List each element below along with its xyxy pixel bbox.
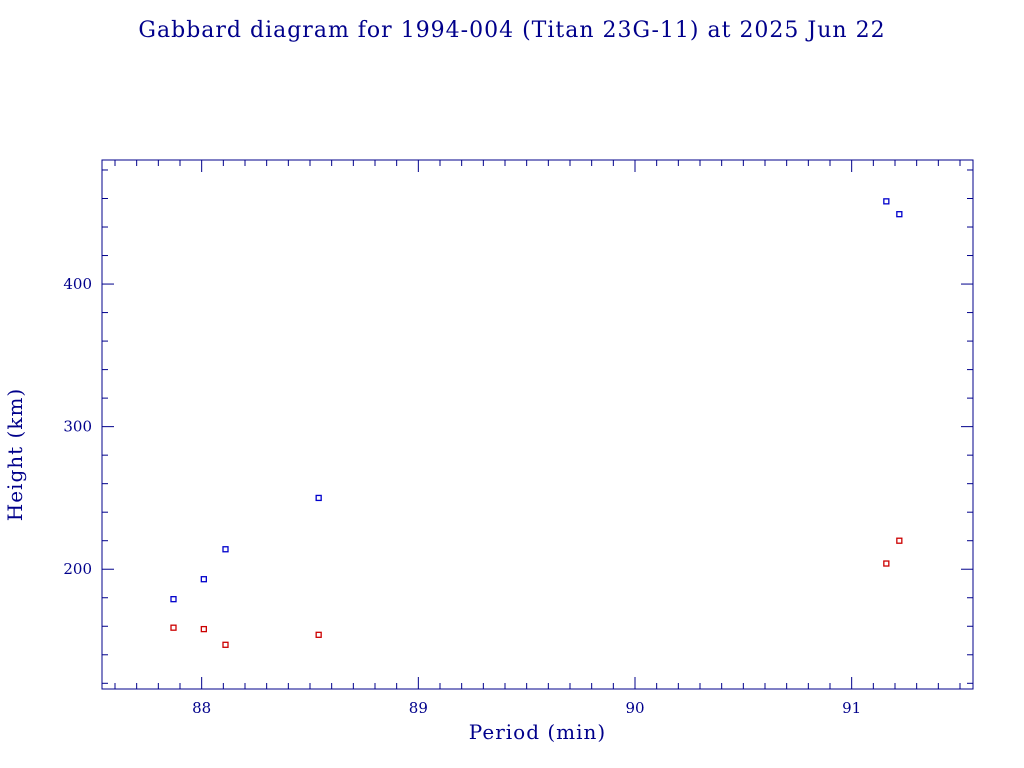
data-point bbox=[315, 494, 322, 502]
y-tick-label: 300 bbox=[63, 418, 92, 436]
axis-ticks bbox=[102, 160, 973, 689]
x-tick-label: 89 bbox=[409, 699, 428, 717]
data-point bbox=[883, 560, 890, 567]
plot-frame bbox=[101, 159, 974, 690]
y-tick-label: 400 bbox=[63, 275, 92, 293]
data-point bbox=[170, 596, 177, 603]
x-tick-label: 91 bbox=[842, 699, 861, 717]
x-tick-label: 88 bbox=[192, 699, 211, 717]
tick-labels: 88 89 90 91 200 300 400 bbox=[63, 275, 861, 717]
data-points bbox=[170, 198, 903, 648]
data-point bbox=[200, 625, 207, 633]
chart-title: Gabbard diagram for 1994-004 (Titan 23G-… bbox=[138, 18, 885, 43]
data-point bbox=[315, 631, 322, 638]
x-tick-label: 90 bbox=[625, 699, 644, 717]
data-point bbox=[222, 546, 229, 553]
data-point bbox=[222, 641, 229, 648]
data-point bbox=[200, 576, 207, 583]
data-point bbox=[170, 624, 177, 631]
data-point bbox=[896, 537, 903, 544]
x-axis-label: Period (min) bbox=[469, 720, 606, 744]
data-point bbox=[883, 198, 890, 205]
y-axis-label: Height (km) bbox=[3, 388, 27, 521]
data-point bbox=[896, 211, 903, 218]
y-tick-label: 200 bbox=[63, 560, 92, 578]
